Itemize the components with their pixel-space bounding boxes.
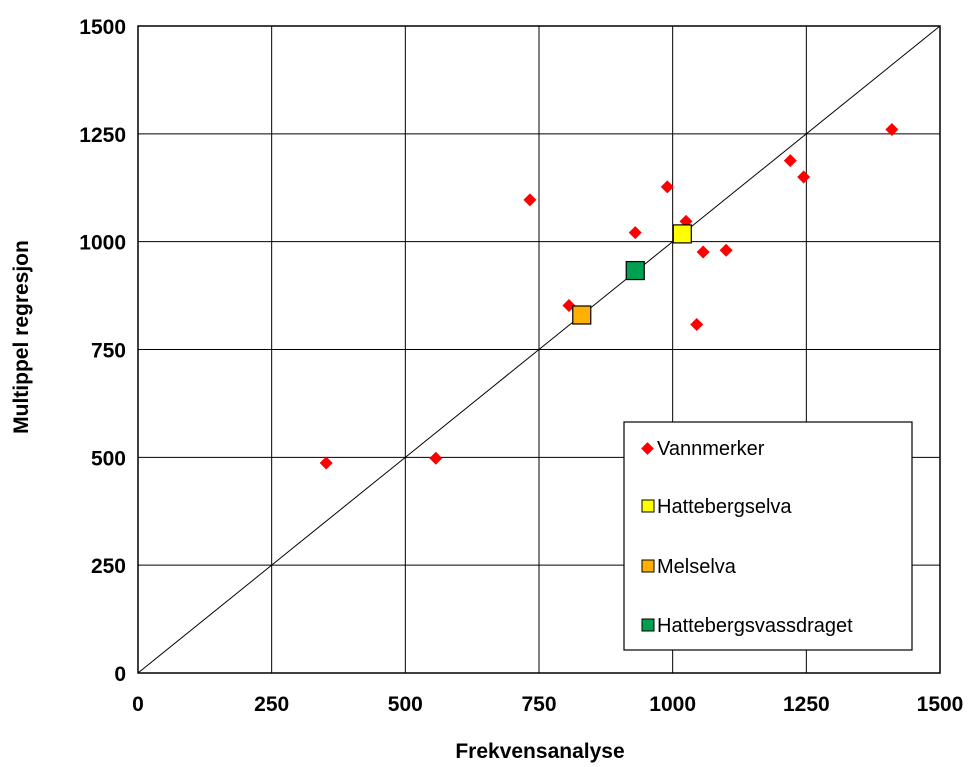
reference-line-group xyxy=(137,25,941,674)
legend-label: Hattebergsvassdraget xyxy=(657,615,853,637)
x-tick-label: 1250 xyxy=(783,693,830,716)
legend: Vannmerker Hattebergselva Melselva Hatte… xyxy=(623,421,913,651)
x-axis-title: Frekvensanalyse xyxy=(455,740,624,763)
y-tick-label: 1000 xyxy=(79,232,126,255)
y-tick-label: 1500 xyxy=(79,16,126,39)
data-point xyxy=(523,193,537,207)
y-tick-label: 750 xyxy=(91,340,126,363)
data-point xyxy=(783,154,797,168)
y-tick-labels: 0 250 500 750 1000 1250 1500 xyxy=(79,16,126,686)
data-point xyxy=(885,123,899,137)
y-axis-title: Multippel regresjon xyxy=(10,240,33,434)
data-point xyxy=(672,224,692,244)
x-tick-label: 750 xyxy=(521,693,556,716)
data-point xyxy=(696,245,710,259)
data-point xyxy=(429,451,443,465)
legend-marker-square xyxy=(641,559,655,573)
data-point xyxy=(625,260,645,281)
data-point xyxy=(319,456,333,470)
y-tick-label: 0 xyxy=(114,663,126,686)
legend-label: Hattebergselva xyxy=(657,496,792,518)
data-point xyxy=(719,243,733,257)
x-tick-label: 250 xyxy=(254,693,289,716)
data-point xyxy=(797,170,811,184)
legend-box xyxy=(623,421,913,651)
legend-marker-square xyxy=(641,618,655,632)
y-tick-label: 1250 xyxy=(79,124,126,147)
data-point xyxy=(660,180,674,194)
y-tick-label: 250 xyxy=(91,555,126,578)
data-point xyxy=(628,226,642,240)
x-tick-labels: 0 250 500 750 1000 1250 1500 xyxy=(132,693,963,716)
data-points xyxy=(319,123,899,470)
x-tick-label: 1000 xyxy=(649,693,696,716)
legend-item-melselva: Melselva xyxy=(641,556,737,578)
x-tick-label: 500 xyxy=(388,693,423,716)
data-point xyxy=(572,305,592,325)
data-point xyxy=(690,317,704,331)
legend-label: Vannmerker xyxy=(657,438,765,460)
reference-line xyxy=(137,25,941,674)
legend-item-vannmerker: Vannmerker xyxy=(641,438,765,460)
legend-marker-square xyxy=(641,499,655,513)
y-tick-label: 500 xyxy=(91,447,126,470)
plot-area-frame xyxy=(137,25,941,674)
x-tick-label: 1500 xyxy=(917,693,964,716)
x-tick-label: 0 xyxy=(132,693,144,716)
legend-label: Melselva xyxy=(657,556,737,578)
legend-item-hattebergsvassdraget: Hattebergsvassdraget xyxy=(641,615,853,637)
legend-item-hattebergselva: Hattebergselva xyxy=(641,496,792,518)
